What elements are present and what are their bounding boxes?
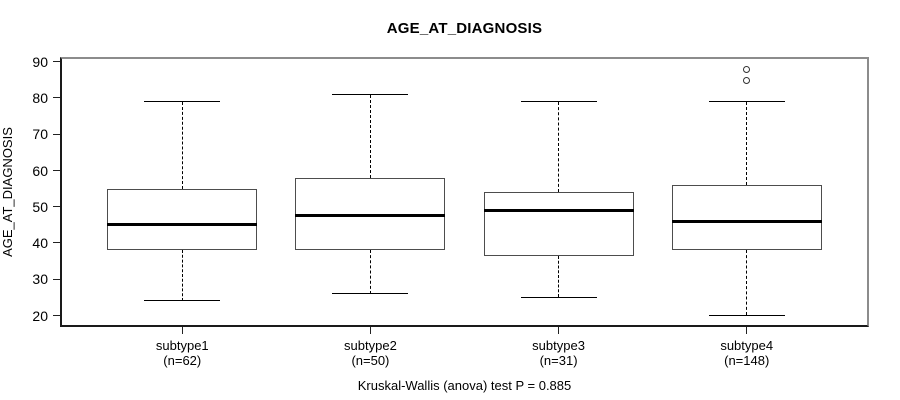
group-sublabel: (n=50) [351,353,390,368]
median-line [295,214,446,218]
whisker-cap-lower [332,293,409,295]
group-sublabel: (n=31) [539,353,578,368]
x-axis-tick [181,327,183,334]
group-label: subtype3 [532,338,585,353]
y-axis-tick [53,61,60,63]
group-sublabel: (n=148) [724,353,770,368]
outlier-point [743,76,751,84]
y-axis-tick-label: 90 [32,54,48,70]
boxplot-box [483,192,634,256]
y-axis-tick [53,278,60,280]
median-line [671,219,822,223]
kruskal-wallis-caption: Kruskal-Wallis (anova) test P = 0.885 [357,378,572,393]
y-axis-tick-label: 20 [32,307,48,324]
whisker-cap-lower [708,314,785,316]
whisker-cap-upper [708,101,785,103]
whisker-line-upper [369,94,371,178]
y-axis-tick-label: 60 [32,162,48,179]
x-axis-tick [369,327,371,334]
x-axis-group-label: subtype2 (n=50) [295,338,445,368]
y-axis-tick-label: 40 [32,235,48,252]
group-sublabel: (n=62) [163,353,202,368]
whisker-line-lower [557,255,559,298]
x-axis-group-label: subtype4 (n=148) [672,338,822,368]
y-axis-tick-label: 70 [32,126,48,143]
x-axis-group-label: subtype3 (n=31) [484,338,634,368]
whisker-line-upper [557,101,559,193]
whisker-cap-upper [520,101,597,103]
y-axis-tick-label: 80 [32,90,48,107]
whisker-line-lower [369,250,371,294]
boxplot-box [107,188,258,251]
boxplot-box [671,185,822,251]
whisker-cap-upper [144,101,221,103]
y-axis-tick [53,169,60,171]
y-axis-tick [53,97,60,99]
y-axis-tick [53,133,60,135]
median-line [483,208,634,212]
group-label: subtype4 [720,338,774,353]
whisker-line-lower [745,250,747,316]
x-axis-tick [745,327,747,334]
group-label: subtype1 [155,338,209,353]
whisker-line-upper [745,101,747,186]
whisker-line-lower [181,250,183,301]
whisker-line-upper [181,101,183,189]
group-label: subtype2 [344,338,397,353]
y-axis-tick-label: 30 [32,271,48,288]
x-axis-group-label: subtype1 (n=62) [107,338,257,368]
y-axis-tick [53,242,60,244]
y-axis-tick-label: 50 [32,198,48,215]
whisker-cap-upper [332,93,409,95]
whisker-cap-lower [520,296,597,298]
outlier-point [743,65,751,73]
median-line [107,223,258,227]
y-axis-tick [53,206,60,208]
chart-title: AGE_AT_DIAGNOSIS [386,20,543,37]
whisker-cap-lower [144,300,221,302]
boxplot-box [295,177,446,251]
y-axis-tick [53,314,60,316]
x-axis-tick [557,327,559,334]
